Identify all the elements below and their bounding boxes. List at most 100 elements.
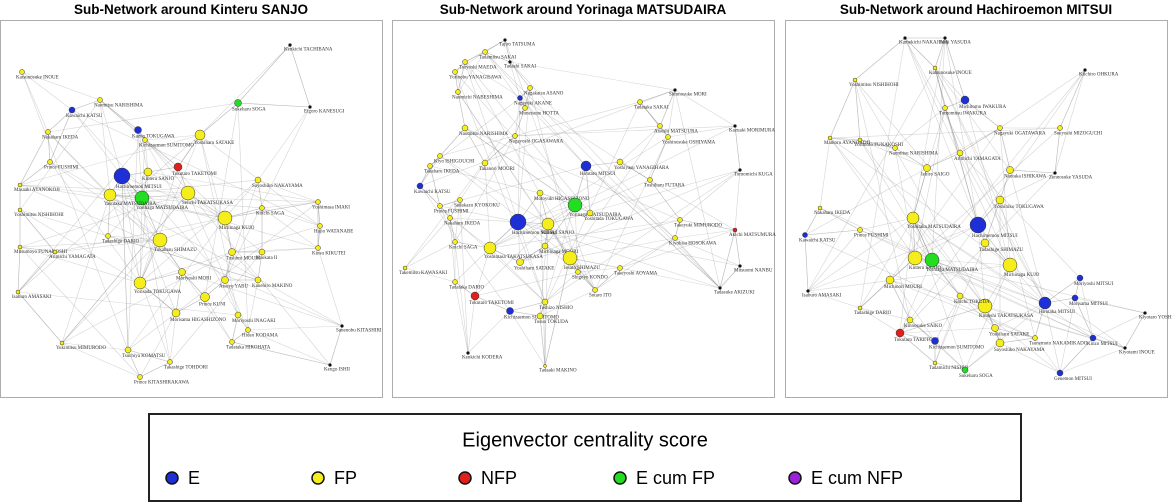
edge (547, 212, 591, 225)
edge (439, 127, 466, 157)
edge (454, 71, 459, 93)
edge (169, 251, 263, 363)
edge (649, 136, 669, 181)
edge (829, 127, 1061, 139)
edge (934, 37, 946, 69)
edge (1044, 277, 1081, 304)
edge (121, 175, 129, 351)
node-label: Yoshimitsu NISHIHOHI (849, 83, 899, 88)
edge (1059, 69, 1086, 129)
node (103, 188, 117, 202)
edge (999, 169, 1011, 201)
edge (679, 219, 736, 231)
node (580, 160, 592, 172)
edge (449, 199, 461, 219)
edge (544, 204, 576, 247)
edge (1044, 277, 1081, 304)
edge (419, 165, 431, 187)
node-label: Kintoshi TAKATSUKASA (979, 314, 1034, 319)
edge (439, 205, 456, 243)
edge (439, 199, 461, 207)
edge (934, 67, 966, 101)
edge (107, 194, 111, 237)
edge (585, 165, 721, 289)
edge (289, 44, 311, 108)
edge (959, 295, 996, 329)
edge (489, 247, 546, 303)
edge (912, 217, 986, 307)
edge (484, 135, 516, 164)
edge (1009, 264, 1126, 349)
node (617, 265, 623, 271)
edge (137, 129, 149, 173)
edge (804, 234, 809, 292)
edge (404, 241, 456, 269)
edge (859, 229, 936, 342)
edge (1074, 297, 1094, 339)
edge (141, 197, 161, 241)
edge (247, 329, 331, 366)
edge (594, 267, 621, 291)
node-label: Moriyoshi MITSUI (1074, 282, 1114, 287)
node-label: Takemitsu KAWASAKI (399, 271, 448, 276)
node-label: Michitomo IWAKURA (959, 105, 1006, 110)
node-label: Tsunemoto NAKAMIKADO (1029, 342, 1088, 347)
node (68, 106, 76, 114)
node-label: Tadataka DARIO (449, 286, 484, 291)
edge (912, 167, 928, 219)
edge (439, 199, 461, 207)
edge (19, 209, 259, 281)
edge (289, 44, 311, 108)
edge (484, 51, 511, 63)
edge (544, 204, 576, 247)
edge (639, 101, 669, 138)
edge (934, 37, 946, 69)
node-label: Yoshitada TOKUGAWA (584, 217, 634, 222)
edge (889, 127, 1001, 281)
edge (19, 161, 51, 186)
edge (984, 199, 1001, 244)
edge (21, 71, 49, 133)
node-label: Seiichi TAKATSUKASA (182, 201, 233, 206)
edge (224, 201, 319, 219)
node-label: Kawaichi KATSU (66, 114, 103, 119)
edge (231, 314, 239, 343)
edge (859, 139, 933, 261)
node-label: Nagayuki OGATAWARA (994, 132, 1046, 137)
edge (934, 67, 946, 109)
node (317, 223, 323, 229)
node-label: Hideo KODAMA (242, 334, 278, 339)
node-label: Kiichiro OHKURA (1079, 73, 1119, 78)
node-label: Kiyohisa HOSOKAWA (669, 242, 717, 247)
node-label: Yorinaga MATSUDAIRA (136, 206, 189, 211)
edge (964, 342, 1001, 371)
edge (71, 109, 321, 227)
edge (147, 171, 189, 194)
edge (224, 251, 233, 281)
node-label: Isaburo AMASAKI (12, 295, 52, 300)
edge (912, 167, 928, 219)
node (229, 339, 235, 345)
edge (994, 302, 1046, 329)
node (194, 129, 206, 141)
edge (934, 67, 946, 109)
node-label: Kanehiro MAKINO (252, 284, 293, 289)
node-label: Tosuo TOKUDA (534, 320, 569, 325)
edge (237, 102, 311, 108)
edge (237, 44, 291, 104)
node (506, 307, 514, 315)
node-label: Naotaka ISHIKAWA (1004, 175, 1047, 180)
node-label: Kinsu KIKUTEI (312, 252, 346, 257)
edge (159, 217, 226, 241)
node-label: Tadasuke AKIZUKI (714, 291, 755, 296)
node (527, 85, 533, 91)
node-label: Tadamichi NISHIO (929, 366, 969, 371)
edge (121, 175, 177, 314)
node (483, 241, 497, 255)
edge (999, 199, 1036, 339)
node-label: Naomitsu NARISHIMA (94, 104, 143, 109)
edge (237, 102, 249, 331)
node-label: Kiyo ISHIGOUCHI (434, 160, 475, 165)
edge (977, 224, 1011, 266)
edge (679, 219, 736, 231)
